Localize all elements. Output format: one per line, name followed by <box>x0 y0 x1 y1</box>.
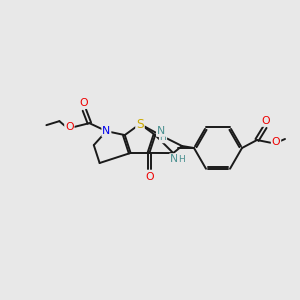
Text: O: O <box>145 172 154 182</box>
Text: N: N <box>170 154 178 164</box>
Text: O: O <box>272 137 280 147</box>
Text: N: N <box>157 126 165 136</box>
Text: H: H <box>160 134 167 142</box>
Text: N: N <box>102 126 110 136</box>
Text: S: S <box>136 118 144 130</box>
Text: O: O <box>65 122 74 132</box>
Text: O: O <box>262 116 270 126</box>
Text: O: O <box>79 98 88 108</box>
Text: H: H <box>178 154 184 164</box>
